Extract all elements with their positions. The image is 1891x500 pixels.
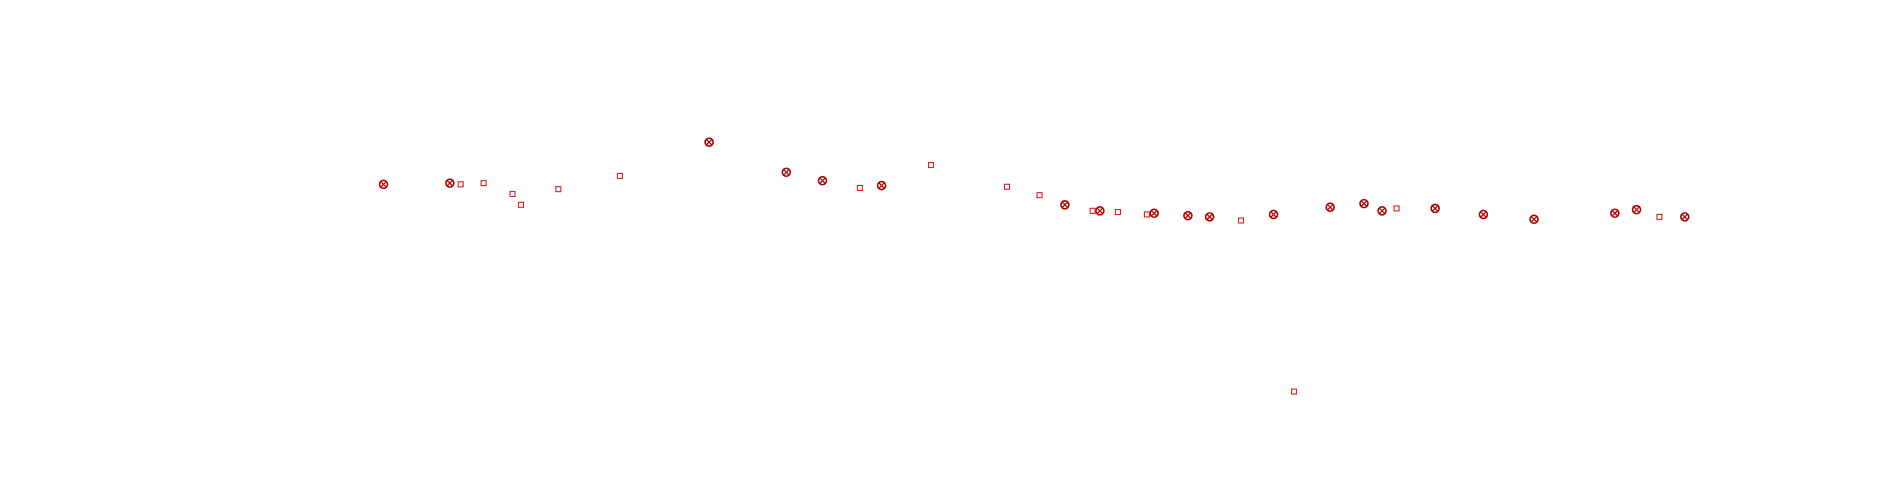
scatter-point [1325,202,1336,213]
marker-cross [1531,216,1538,223]
marker-square [509,190,516,198]
marker-square [1393,205,1400,212]
scatter-point [1430,203,1440,214]
scatter-point [1610,208,1620,219]
marker-cross [1432,205,1439,212]
marker-cross [819,177,826,184]
marker-square [457,181,464,188]
marker-square [856,184,863,192]
marker-ring [445,178,455,188]
scatter-point [1237,217,1245,224]
marker-cross [446,180,453,187]
scatter-point [1114,208,1122,216]
scatter-point [555,186,562,193]
marker-cross [380,181,387,188]
scatter-point [509,190,516,198]
scatter-point [616,172,623,179]
marker-ring [1377,206,1387,216]
scatter-point [1204,212,1215,222]
marker-ring [378,179,389,190]
marker-square [1036,192,1043,199]
scatter-point [1290,388,1298,395]
scatter-point [876,180,887,191]
scatter-point [1631,204,1642,215]
marker-ring [876,180,887,191]
scatter-point [1679,212,1690,222]
marker-cross [1633,206,1640,213]
scatter-point [1143,211,1150,218]
marker-ring [1204,212,1215,222]
marker-ring [1430,203,1440,214]
marker-ring [1359,198,1369,209]
marker-square [555,186,562,193]
marker-ring [1149,208,1159,219]
scatter-point [1060,200,1070,210]
scatter-point [927,162,935,169]
scatter-point [1359,198,1369,209]
scatter-point [781,167,792,178]
scatter-point [817,175,828,186]
scatter-point [1377,206,1387,216]
marker-cross [1327,204,1334,211]
marker-ring [1325,202,1336,213]
marker-square [1656,213,1663,220]
marker-ring [1183,210,1193,221]
scatter-point [1089,207,1096,214]
scatter-point [1003,183,1011,190]
marker-ring [1060,200,1070,210]
scatter-point [704,137,714,147]
marker-cross [1151,210,1158,217]
scatter-point [1036,192,1043,199]
scatter-point [480,180,487,187]
marker-cross [878,182,885,189]
marker-square [1089,207,1096,214]
marker-square [517,201,525,208]
marker-ring [1268,209,1279,220]
marker-square [616,172,623,179]
marker-cross [1480,211,1487,218]
marker-cross [1379,207,1386,214]
marker-ring [1610,208,1620,219]
marker-square [1290,388,1298,395]
scatter-point [1149,208,1159,219]
marker-cross [1360,200,1368,207]
marker-square [1143,211,1150,218]
marker-ring [817,175,828,186]
marker-cross [706,139,713,146]
marker-cross [1206,213,1213,220]
marker-square [927,162,935,169]
scatter-point [1393,205,1400,212]
marker-square [1237,217,1245,224]
scatter-point [1478,209,1489,220]
marker-cross [1061,201,1068,208]
marker-square [480,180,487,187]
scatter-point [1268,209,1279,220]
scatter-point [445,178,455,188]
marker-square [1003,183,1011,190]
scatter-point [856,184,863,192]
scatter-point [1095,206,1105,216]
marker-cross [783,169,790,176]
scatter-point [1529,214,1539,225]
marker-ring [704,137,714,147]
marker-cross [1184,212,1191,219]
marker-ring [1529,214,1539,225]
scatter-point [378,179,389,190]
marker-ring [1478,209,1489,220]
marker-cross [1096,207,1103,214]
scatter-point [1183,210,1193,221]
marker-cross [1681,213,1688,220]
scatter-point [1656,213,1663,220]
marker-ring [781,167,792,178]
scatter-point [457,181,464,188]
marker-ring [1095,206,1105,216]
marker-ring [1679,212,1690,222]
scatter-point [517,201,525,208]
marker-cross [1270,211,1277,218]
marker-square [1114,208,1122,216]
marker-cross [1611,210,1618,217]
marker-ring [1631,204,1642,215]
